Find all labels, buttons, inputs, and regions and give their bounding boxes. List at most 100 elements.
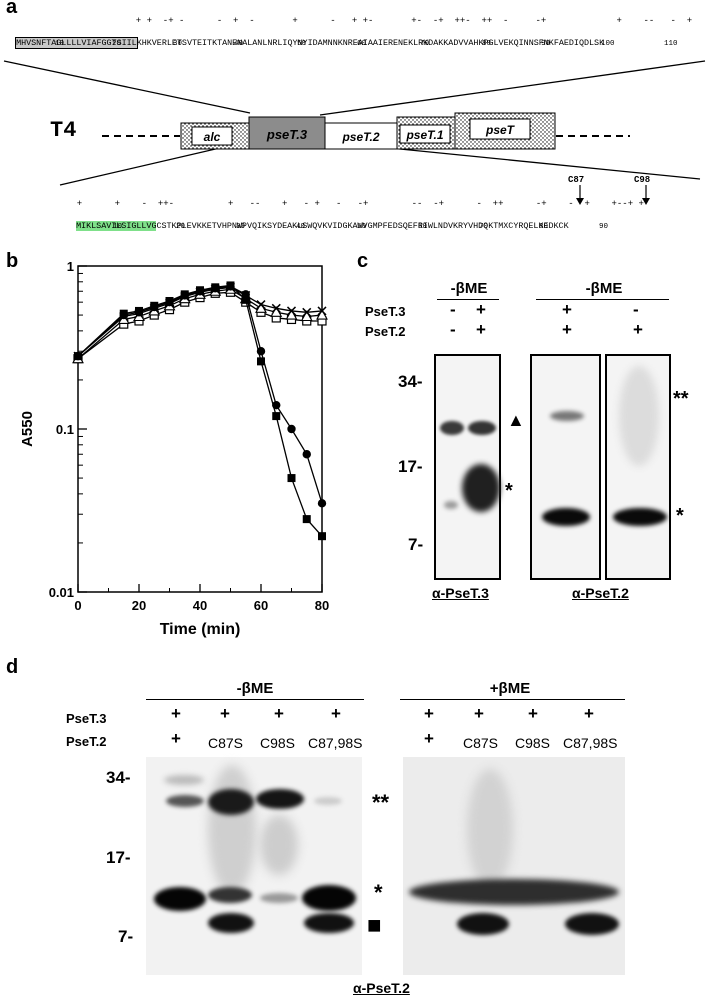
lane-mut-d2-3: C98S [515,735,551,751]
lane-sign-d1-2: + [220,704,230,723]
lane-mut-d1-2: C87S [208,735,244,751]
lane-mut-d1-4: C87,98S [308,735,363,751]
seq-num: 50 [357,223,367,231]
panel-b-letter: b [6,250,19,272]
lane-sign-d1-4: + [331,704,341,723]
y-axis-label: A550 [19,411,36,447]
condition-label-d1: -βME [236,680,274,697]
sign-g1-l2-r2: + [476,320,486,339]
x-tick-label: 20 [132,598,146,613]
gel-c-anti-pseT2-lane2 [605,354,671,580]
seq-num: 70 [420,40,430,48]
sign-g2-l2-r2: + [633,320,643,339]
seq-num: 110 [664,40,678,48]
gel-d-nonreducing [146,757,362,975]
row-label-d-pseT3: PseT.3 [66,711,107,726]
y-tick-label: 0.01 [49,585,74,600]
seq-num: 40 [234,40,244,48]
signal-peptide-highlight-top: MHVSNFTAGLLLLVIAFGGTSIIL [15,37,138,49]
lane-mut-d2-2: C87S [463,735,499,751]
panel-d-letter: d [6,656,19,678]
sequence-rest-top: KHKVERLETSVTEITKTANENALANLNRLIQYNYIDAMNN… [136,38,605,48]
y-tick-label: 1 [67,259,74,274]
condition-bar-1 [437,299,499,300]
y-tick-label: 0.1 [56,422,74,437]
lane-mut-d2-1: + [424,729,434,748]
sign-g1-l1-r2: - [450,320,456,339]
data-point-filled-square [226,281,235,290]
sign-g1-l2-r1: + [476,300,486,319]
data-point-cross [317,306,327,316]
condition-label-1: -βME [450,280,488,297]
sequence-numbers-bottom: 10 20 30 40 50 60 70 80 90 [0,223,709,233]
seq-num: 80 [482,40,492,48]
data-point-filled-square [74,352,82,361]
data-point-cross [302,307,312,317]
condition-bar-d2 [400,699,625,700]
mw-17: 17- [398,457,423,476]
plot-frame [77,265,323,593]
data-point-filled-square [287,474,296,483]
gel-c-anti-pseT3 [434,354,501,580]
site-arrows [576,185,650,205]
data-point-filled-square [119,309,128,318]
seq-num: 20 [176,223,186,231]
data-point-filled-square [241,295,250,304]
seq-num: 20 [112,40,122,48]
charge-markers-top: + + -+ - - + - + - + +- +- -+ ++- ++ - -… [125,16,693,26]
arrow-c87 [576,198,584,205]
data-point-filled-square [272,412,281,421]
signal-peptide-highlight-bottom: MIKLSAVILSIGLLVG [76,221,157,231]
seq-num: 50 [297,40,307,48]
condition-label-d2: +βME [489,680,531,697]
panel-a-letter: a [6,0,18,18]
condition-bar-2 [536,299,669,300]
condition-bar-d1 [146,699,364,700]
sequence-rest-bottom: CSTKPLEVKKETVHPNWPVQIKSYDEAKLSWQVKVIDGKA… [156,221,569,231]
sign-g1-l1-r1: - [450,300,456,319]
gene-alc-label-bg [191,126,233,146]
series-line-filled-square [77,284,323,537]
seq-num: 40 [296,223,306,231]
protein-sequence-bottom: MIKLSAVILSIGLLVGCSTKPLEVKKETVHPNWPVQIKSY… [66,211,569,231]
data-point-filled-square [135,306,143,315]
marker-square-d: ■ [367,912,382,939]
gel-c-anti-pseT2-lane1 [530,354,601,580]
data-point-filled-circle [287,424,296,434]
marker-star-d: * [374,880,383,905]
data-point-open-triangle [300,310,313,322]
growth-curve-chart: 0.01 0.1 1 0 20 40 60 80 Time (min) A550 [19,259,329,638]
x-axis-label: Time (min) [160,621,241,638]
data-point-filled-square [180,290,189,299]
seq-num: 80 [539,223,549,231]
seq-num: 90 [541,40,551,48]
gene-label-pseT2: pseT.2 [341,130,379,144]
seq-num: 60 [357,40,367,48]
mw-34: 34- [398,372,423,391]
lane-mut-d2-4: C87,98S [563,735,618,751]
row-label-pseT2: PseT.2 [365,324,406,339]
data-point-open-triangle [285,308,298,320]
mw-7: 7- [408,535,424,554]
seq-num: 10 [113,223,123,231]
series-line-open-square [77,291,322,360]
genome-map-diagram: alc pseT.3 pseT.2 pseT.1 pseT [3,60,706,186]
gene-label-pseT1: pseT.1 [405,128,443,142]
data-point-open-triangle [316,308,328,320]
lane-sign-d2-3: + [528,704,538,723]
seq-num: 30 [236,223,246,231]
charge-markers-bottom: + + - ++- + -- + - + - -+ -- -+ - ++ -+ … [66,199,644,209]
marker-star-c2: * [676,505,684,527]
seq-num: 70 [479,223,489,231]
zoom-line-top-left [3,60,251,114]
seq-num: 30 [173,40,183,48]
gene-label-pseT3: pseT.3 [266,127,308,142]
mw-d-7: 7- [118,927,134,946]
gene-label-alc: alc [204,130,221,144]
lane-mut-d1-1: + [171,729,181,748]
marker-dstar-c: ** [673,388,689,410]
data-point-filled-square [150,301,159,310]
seq-num: 90 [599,223,609,231]
data-point-filled-square [165,296,174,305]
seq-num: 60 [418,223,428,231]
